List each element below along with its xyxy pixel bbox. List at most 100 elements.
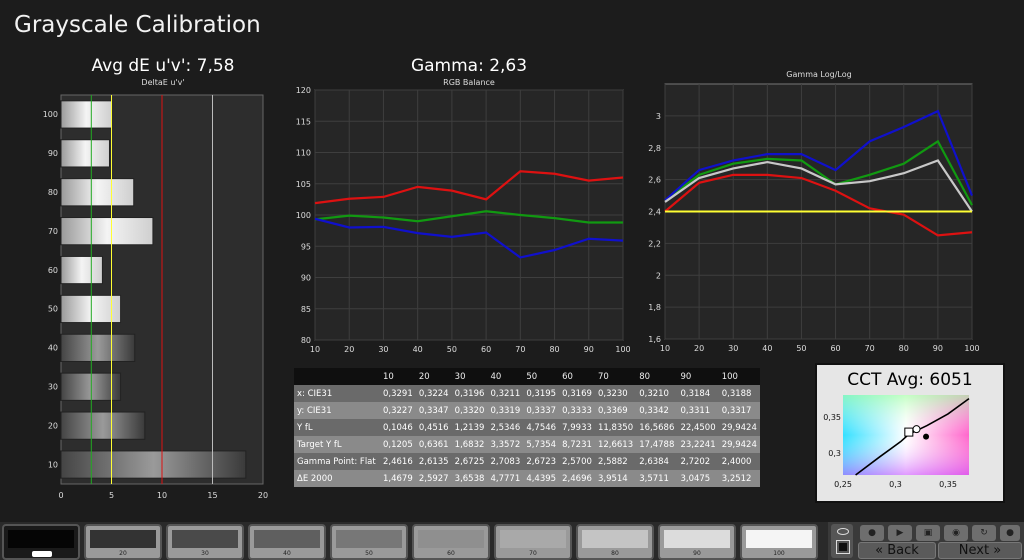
table-cell: 0,4516 — [415, 419, 452, 436]
deltae-bar — [60, 178, 135, 207]
refresh-button[interactable]: ↻ — [972, 525, 996, 541]
table-cell: 0,3337 — [523, 402, 560, 419]
table-row: y: CIE31 0,3227 0,3347 0,3320 0,3319 0,3337 0,… — [294, 402, 760, 419]
swatch-color — [90, 530, 156, 548]
cct-panel: CCT Avg: 6051 0,25 0,3 0,35 0,3 0,35 — [815, 363, 1005, 503]
table-cell: 0,3319 — [487, 402, 524, 419]
swatch-color — [254, 530, 320, 548]
record-icon: ● — [868, 528, 876, 538]
swatch-label: 20 — [119, 550, 127, 557]
table-header-cell: 70 — [594, 368, 637, 385]
blue-series-line — [664, 109, 974, 202]
table-cell: 0,3188 — [718, 385, 760, 402]
swatch-70[interactable]: 70 — [494, 524, 572, 560]
x-tick-label: 10 — [157, 491, 167, 500]
y-tick-label: 90 — [48, 149, 58, 158]
y-tick-label: 95 — [301, 242, 311, 251]
table-cell: 2,5927 — [415, 470, 452, 487]
swatch-color — [500, 530, 566, 548]
x-tick-label: 0,25 — [834, 480, 852, 489]
stop-button[interactable] — [831, 524, 853, 558]
y-tick-label: 0,35 — [823, 413, 841, 422]
x-tick-label: 80 — [549, 345, 559, 354]
table-cell: 22,4500 — [677, 419, 719, 436]
swatch-label: 80 — [611, 550, 619, 557]
y-tick-label: 2,8 — [648, 144, 661, 153]
swatch-label: 70 — [529, 550, 537, 557]
swatch-color — [664, 530, 730, 548]
swatch-60[interactable]: 60 — [412, 524, 490, 560]
play-button[interactable]: ▶ — [888, 525, 912, 541]
x-tick-label: 70 — [515, 345, 525, 354]
swatch-90[interactable]: 90 — [658, 524, 736, 560]
table-cell: 12,6613 — [594, 436, 637, 453]
table-cell: 0,3224 — [415, 385, 452, 402]
swatch-label: 60 — [447, 550, 455, 557]
table-header-cell: 90 — [677, 368, 719, 385]
view-button[interactable]: ◉ — [944, 525, 968, 541]
table-header-cell: 10 — [380, 368, 416, 385]
swatch-30[interactable]: 30 — [166, 524, 244, 560]
x-tick-label: 50 — [796, 344, 806, 353]
table-cell: 0,3342 — [636, 402, 678, 419]
red-series-line — [314, 170, 624, 205]
table-cell: 4,4395 — [523, 470, 560, 487]
table-cell: 0,3210 — [636, 385, 678, 402]
table-cell: 0,3195 — [523, 385, 560, 402]
table-cell: 0,3333 — [559, 402, 595, 419]
swatch-color — [8, 530, 74, 548]
swatch-label: 50 — [365, 550, 373, 557]
cct-header: CCT Avg: 6051 — [847, 370, 973, 390]
pattern-icon — [32, 551, 52, 557]
target-marker — [904, 427, 914, 437]
table-cell: 0,3320 — [451, 402, 488, 419]
table-cell: 0,3196 — [451, 385, 488, 402]
row-label: ΔE 2000 — [294, 470, 380, 487]
y-tick-label: 85 — [301, 305, 311, 314]
x-tick-label: 0,3 — [889, 480, 902, 489]
table-cell: 4,7546 — [523, 419, 560, 436]
row-label: Y fL — [294, 419, 380, 436]
x-tick-label: 30 — [378, 345, 388, 354]
table-cell: 0,3211 — [487, 385, 524, 402]
x-tick-label: 10 — [660, 344, 670, 353]
table-cell: 2,7083 — [487, 453, 524, 470]
next-button[interactable]: Next » — [938, 542, 1022, 559]
x-tick-label: 90 — [933, 344, 943, 353]
table-cell: 23,2241 — [677, 436, 719, 453]
table-cell: 3,2512 — [718, 470, 760, 487]
gamma-header: Gamma: 2,63 — [410, 56, 528, 76]
table-cell: 0,1046 — [380, 419, 416, 436]
save-icon: ▣ — [923, 528, 933, 538]
swatch-100[interactable]: 100 — [740, 524, 818, 560]
swatch-50[interactable]: 50 — [330, 524, 408, 560]
green-series-line — [664, 139, 973, 206]
control-panel: ● ▶ ▣ ◉ ↻ ● « Back Next » — [828, 522, 1024, 560]
swatch-80[interactable]: 80 — [576, 524, 654, 560]
table-cell: 0,3369 — [594, 402, 637, 419]
red-series-line — [664, 173, 973, 237]
swatch-20[interactable]: 20 — [84, 524, 162, 560]
gray-series-line — [664, 159, 973, 213]
record-button[interactable]: ● — [860, 525, 884, 541]
swatch-bar: 20 30 40 50 60 70 80 90 100 — [0, 522, 1024, 560]
table-cell: 2,4696 — [559, 470, 595, 487]
y-tick-label: 30 — [48, 382, 58, 391]
back-arrow-icon: « — [875, 543, 884, 558]
settings-button[interactable]: ● — [1000, 525, 1020, 541]
back-button[interactable]: « Back — [858, 542, 936, 559]
swatch-black[interactable] — [2, 524, 80, 560]
swatch-label: 90 — [693, 550, 701, 557]
y-tick-label: 2,6 — [648, 176, 661, 185]
y-tick-label: 80 — [301, 336, 311, 345]
table-header-cell: 30 — [451, 368, 488, 385]
table-cell: 1,2139 — [451, 419, 488, 436]
deltae-bar — [60, 139, 110, 168]
save-button[interactable]: ▣ — [916, 525, 940, 541]
swatch-label: 30 — [201, 550, 209, 557]
swatch-40[interactable]: 40 — [248, 524, 326, 560]
table-cell: 11,8350 — [594, 419, 637, 436]
table-row: x: CIE31 0,3291 0,3224 0,3196 0,3211 0,3195 0,… — [294, 385, 760, 402]
table-cell: 2,5700 — [559, 453, 595, 470]
table-header-cell: 80 — [636, 368, 678, 385]
